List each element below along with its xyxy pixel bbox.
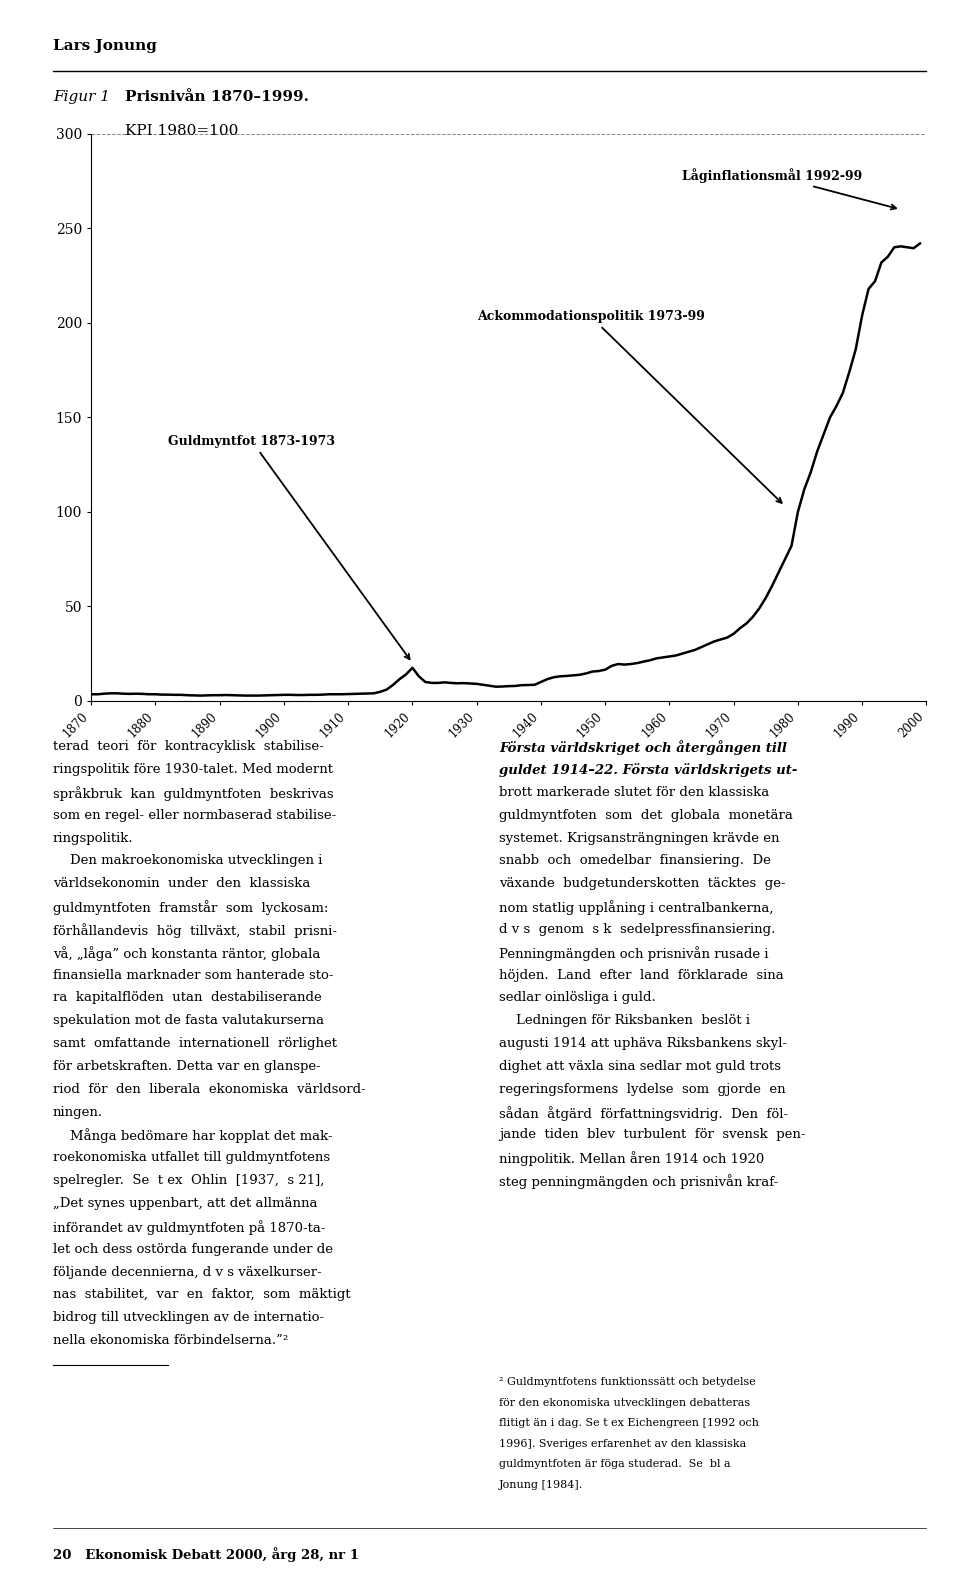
Text: Ackommodationspolitik 1973-99: Ackommodationspolitik 1973-99: [477, 310, 781, 502]
Text: sådan  åtgärd  författningsvidrig.  Den  föl-: sådan åtgärd författningsvidrig. Den föl…: [499, 1106, 788, 1120]
Text: spekulation mot de fasta valutakurserna: spekulation mot de fasta valutakurserna: [53, 1014, 324, 1027]
Text: språkbruk  kan  guldmyntfoten  beskrivas: språkbruk kan guldmyntfoten beskrivas: [53, 786, 333, 800]
Text: Den makroekonomiska utvecklingen i: Den makroekonomiska utvecklingen i: [53, 854, 323, 868]
Text: nom statlig upplåning i centralbankerna,: nom statlig upplåning i centralbankerna,: [499, 899, 774, 915]
Text: sedlar oinlösliga i guld.: sedlar oinlösliga i guld.: [499, 992, 656, 1005]
Text: Figur 1: Figur 1: [53, 90, 109, 104]
Text: dighet att växla sina sedlar mot guld trots: dighet att växla sina sedlar mot guld tr…: [499, 1060, 781, 1073]
Text: för arbetskraften. Detta var en glanspe-: för arbetskraften. Detta var en glanspe-: [53, 1060, 321, 1073]
Text: som en regel- eller normbaserad stabilise-: som en regel- eller normbaserad stabilis…: [53, 808, 336, 822]
Text: växande  budgetunderskotten  täcktes  ge-: växande budgetunderskotten täcktes ge-: [499, 877, 786, 890]
Text: finansiella marknader som hanterade sto-: finansiella marknader som hanterade sto-: [53, 969, 333, 981]
Text: let och dess ostörda fungerande under de: let och dess ostörda fungerande under de: [53, 1243, 333, 1255]
Text: ringspolitik före 1930-talet. Med modernt: ringspolitik före 1930-talet. Med modern…: [53, 762, 333, 776]
Text: Första världskriget och återgången till: Första världskriget och återgången till: [499, 740, 787, 754]
Text: bidrog till utvecklingen av de internatio-: bidrog till utvecklingen av de internati…: [53, 1312, 324, 1325]
Text: vå, „låga” och konstanta räntor, globala: vå, „låga” och konstanta räntor, globala: [53, 945, 321, 961]
Text: införandet av guldmyntfoten på 1870-ta-: införandet av guldmyntfoten på 1870-ta-: [53, 1221, 325, 1235]
Text: ra  kapitalflöden  utan  destabiliserande: ra kapitalflöden utan destabiliserande: [53, 992, 322, 1005]
Text: guldmyntfoten är föga studerad.  Se  bl a: guldmyntfoten är föga studerad. Se bl a: [499, 1460, 731, 1469]
Text: världsekonomin  under  den  klassiska: världsekonomin under den klassiska: [53, 877, 310, 890]
Text: Prisnivån 1870–1999.: Prisnivån 1870–1999.: [125, 90, 309, 104]
Text: 20   Ekonomisk Debatt 2000, årg 28, nr 1: 20 Ekonomisk Debatt 2000, årg 28, nr 1: [53, 1547, 359, 1561]
Text: guldet 1914–22. Första världskrigets ut-: guldet 1914–22. Första världskrigets ut-: [499, 762, 798, 776]
Text: ² Guldmyntfotens funktionssätt och betydelse: ² Guldmyntfotens funktionssätt och betyd…: [499, 1378, 756, 1388]
Text: regeringsformens  lydelse  som  gjorde  en: regeringsformens lydelse som gjorde en: [499, 1084, 786, 1096]
Text: steg penningmängden och prisnivån kraf-: steg penningmängden och prisnivån kraf-: [499, 1175, 779, 1189]
Text: guldmyntfoten  som  det  globala  monetära: guldmyntfoten som det globala monetära: [499, 808, 793, 822]
Text: flitigt än i dag. Se t ex Eichengreen [1992 och: flitigt än i dag. Se t ex Eichengreen [1…: [499, 1419, 759, 1429]
Text: riod  för  den  liberala  ekonomiska  världsord-: riod för den liberala ekonomiska världso…: [53, 1084, 366, 1096]
Text: förhållandevis  hög  tillväxt,  stabil  prisni-: förhållandevis hög tillväxt, stabil pris…: [53, 923, 337, 937]
Text: terad  teori  för  kontracyklisk  stabilise-: terad teori för kontracyklisk stabilise-: [53, 740, 324, 753]
Text: Många bedömare har kopplat det mak-: Många bedömare har kopplat det mak-: [53, 1129, 332, 1143]
Text: augusti 1914 att uphäva Riksbankens skyl-: augusti 1914 att uphäva Riksbankens skyl…: [499, 1038, 787, 1051]
Text: samt  omfattande  internationell  rörlighet: samt omfattande internationell rörlighet: [53, 1038, 337, 1051]
Text: följande decennierna, d v s växelkurser-: följande decennierna, d v s växelkurser-: [53, 1266, 322, 1279]
Text: jande  tiden  blev  turbulent  för  svensk  pen-: jande tiden blev turbulent för svensk pe…: [499, 1129, 805, 1142]
Text: Jonung [1984].: Jonung [1984].: [499, 1480, 584, 1490]
Text: 1996]. Sveriges erfarenhet av den klassiska: 1996]. Sveriges erfarenhet av den klassi…: [499, 1440, 747, 1449]
Text: Guldmyntfot 1873-1973: Guldmyntfot 1873-1973: [168, 435, 410, 660]
Text: Ledningen för Riksbanken  beslöt i: Ledningen för Riksbanken beslöt i: [499, 1014, 750, 1027]
Text: ringspolitik.: ringspolitik.: [53, 832, 133, 844]
Text: guldmyntfoten  framstår  som  lyckosam:: guldmyntfoten framstår som lyckosam:: [53, 899, 328, 915]
Text: nas  stabilitet,  var  en  faktor,  som  mäktigt: nas stabilitet, var en faktor, som mäkti…: [53, 1288, 350, 1301]
Text: Låginflationsmål 1992-99: Låginflationsmål 1992-99: [683, 169, 896, 209]
Text: roekonomiska utfallet till guldmyntfotens: roekonomiska utfallet till guldmyntfoten…: [53, 1151, 330, 1164]
Text: nella ekonomiska förbindelserna.”²: nella ekonomiska förbindelserna.”²: [53, 1334, 288, 1347]
Text: Penningmängden och prisnivån rusade i: Penningmängden och prisnivån rusade i: [499, 945, 769, 961]
Text: för den ekonomiska utvecklingen debatteras: för den ekonomiska utvecklingen debatter…: [499, 1399, 751, 1408]
Text: Lars Jonung: Lars Jonung: [53, 39, 156, 54]
Text: systemet. Krigsansträngningen krävde en: systemet. Krigsansträngningen krävde en: [499, 832, 780, 844]
Text: brott markerade slutet för den klassiska: brott markerade slutet för den klassiska: [499, 786, 770, 799]
Text: ningpolitik. Mellan åren 1914 och 1920: ningpolitik. Mellan åren 1914 och 1920: [499, 1151, 764, 1166]
Text: ningen.: ningen.: [53, 1106, 103, 1118]
Text: höjden.  Land  efter  land  förklarade  sina: höjden. Land efter land förklarade sina: [499, 969, 784, 981]
Text: spelregler.  Se  t ex  Ohlin  [1937,  s 21],: spelregler. Se t ex Ohlin [1937, s 21],: [53, 1175, 324, 1188]
Text: d v s  genom  s k  sedelpressfinansiering.: d v s genom s k sedelpressfinansiering.: [499, 923, 776, 936]
Text: KPI 1980=100: KPI 1980=100: [125, 124, 238, 139]
Text: „Det synes uppenbart, att det allmänna: „Det synes uppenbart, att det allmänna: [53, 1197, 318, 1210]
Text: snabb  och  omedelbar  finansiering.  De: snabb och omedelbar finansiering. De: [499, 854, 771, 868]
